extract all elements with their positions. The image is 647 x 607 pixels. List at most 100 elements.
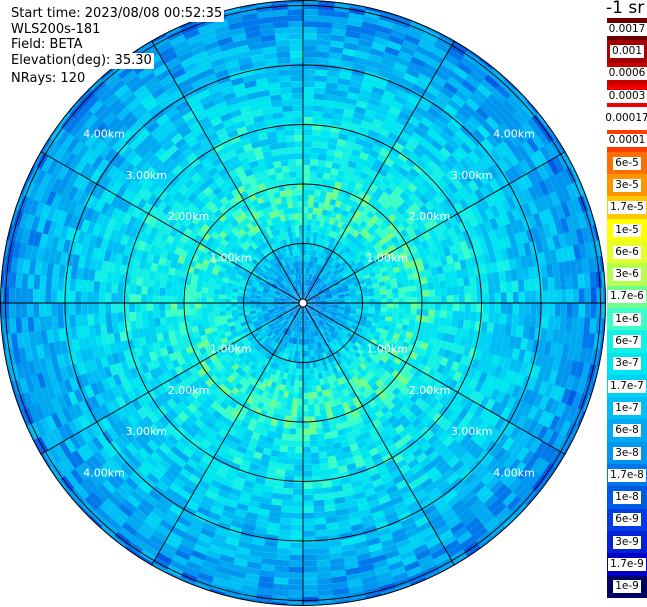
heatmap-cell (246, 375, 254, 384)
heatmap-cell (285, 322, 290, 329)
heatmap-cell (368, 295, 375, 300)
heatmap-cell (360, 267, 368, 274)
heatmap-cell (269, 313, 276, 318)
heatmap-cell (265, 329, 272, 336)
heatmap-cell (225, 294, 232, 300)
heatmap-cell (386, 307, 393, 313)
heatmap-cell (286, 323, 291, 329)
heatmap-cell (294, 294, 299, 299)
heatmap-cell (87, 290, 94, 303)
heatmap-cell (356, 250, 364, 258)
heatmap-cell (307, 307, 312, 312)
heatmap-cell (254, 256, 261, 263)
heatmap-cell (254, 351, 262, 359)
heatmap-cell (266, 360, 273, 368)
heatmap-cell (246, 344, 254, 352)
heatmap-cell (238, 266, 246, 273)
heatmap-cell (247, 264, 255, 271)
heatmap-cell (311, 291, 317, 296)
heatmap-cell (311, 324, 316, 332)
heatmap-cell (217, 254, 226, 263)
heatmap-cell (231, 309, 238, 315)
heatmap-cell (392, 298, 399, 304)
heatmap-cell (292, 237, 297, 244)
heatmap-cell (283, 208, 290, 215)
heatmap-cell (244, 351, 253, 359)
heatmap-cell (292, 261, 296, 269)
heatmap-cell (296, 237, 301, 244)
heatmap-cell (289, 422, 297, 429)
heatmap-cell (511, 314, 519, 327)
heatmap-cell (303, 57, 317, 64)
heatmap-cell (246, 360, 254, 369)
heatmap-cell (135, 310, 142, 321)
heatmap-cell (307, 314, 311, 320)
heatmap-cell (253, 365, 261, 374)
heatmap-cell (117, 292, 124, 303)
heatmap-cell (319, 309, 326, 313)
heatmap-cell (296, 243, 301, 250)
heatmap-cell (261, 276, 268, 282)
heatmap-cell (373, 314, 380, 320)
heatmap-cell (341, 271, 349, 277)
heatmap-cell (312, 262, 317, 269)
heatmap-cell (147, 278, 155, 288)
heatmap-cell (268, 374, 275, 382)
heatmap-cell (189, 302, 196, 309)
heatmap-cell (297, 350, 301, 357)
heatmap-cell (232, 316, 240, 322)
heatmap-cell (305, 344, 308, 351)
heatmap-cell (279, 511, 292, 519)
heatmap-cell (352, 222, 360, 231)
heatmap-cell (337, 290, 344, 294)
heatmap-cell (328, 327, 335, 333)
heatmap-cell (304, 308, 307, 315)
heatmap-cell (277, 276, 283, 282)
heatmap-cell (308, 319, 312, 326)
heatmap-cell (261, 323, 268, 330)
heatmap-cell (339, 235, 346, 243)
heatmap-cell (320, 306, 327, 310)
heatmap-cell (332, 307, 339, 311)
heatmap-cell (318, 320, 324, 327)
heatmap-cell (300, 255, 304, 262)
heatmap-cell (385, 284, 392, 291)
heatmap-cell (286, 141, 296, 148)
heatmap-cell (310, 325, 314, 332)
heatmap-cell (250, 288, 257, 293)
heatmap-cell (270, 265, 277, 272)
heatmap-cell (356, 338, 364, 346)
heatmap-cell (306, 374, 312, 381)
heatmap-cell (279, 358, 285, 366)
heatmap-cell (305, 362, 310, 369)
heatmap-cell (280, 333, 285, 340)
heatmap-cell (257, 237, 264, 245)
heatmap-cell (327, 242, 334, 250)
heatmap-cell (280, 378, 287, 386)
heatmap-cell (362, 299, 369, 304)
heatmap-cell (234, 366, 243, 375)
heatmap-cell (237, 351, 245, 360)
heatmap-cell (488, 303, 495, 314)
heatmap-cell (313, 403, 320, 411)
heatmap-cell (99, 312, 107, 325)
heatmap-cell (361, 342, 369, 350)
heatmap-cell (297, 292, 301, 298)
heatmap-cell (251, 283, 259, 289)
heatmap-cell (63, 289, 70, 303)
heatmap-cell (320, 295, 327, 299)
heatmap-cell (264, 262, 271, 270)
heatmap-cell (347, 258, 355, 266)
heatmap-cell (207, 287, 215, 294)
heatmap-cell (303, 141, 313, 148)
heatmap-cell (307, 267, 311, 274)
heatmap-cell (238, 228, 247, 237)
heatmap-cell (331, 276, 338, 282)
heatmap-cell (308, 304, 315, 308)
heatmap-cell (303, 123, 314, 130)
heatmap-cell (276, 313, 283, 318)
heatmap-cell (307, 386, 313, 393)
heatmap-cell (313, 307, 320, 312)
heatmap-cell (348, 242, 356, 250)
heatmap-cell (267, 304, 274, 307)
